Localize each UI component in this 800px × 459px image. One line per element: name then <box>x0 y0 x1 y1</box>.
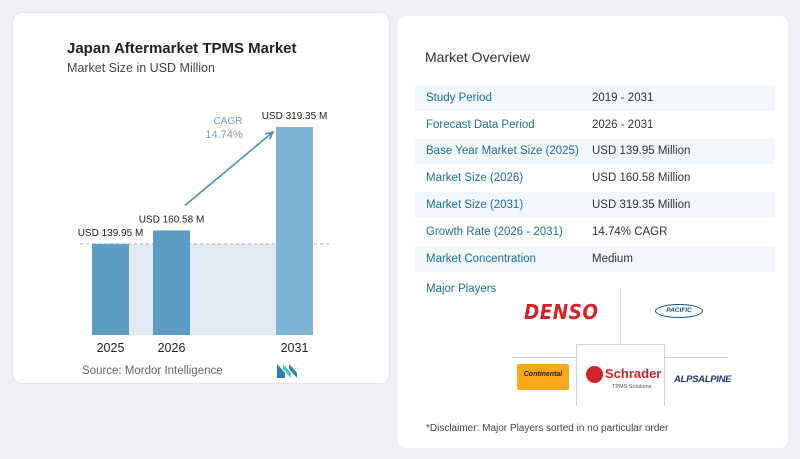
chart-subtitle: Market Size in USD Million <box>67 61 215 75</box>
players-divider <box>664 357 728 358</box>
bar-chart: USD 139.95 M 2025 USD 160.58 M 2026 USD 319.… <box>78 111 330 355</box>
row-key: Market Size (2031) <box>426 199 524 212</box>
x-tick-label-2031: 2031 <box>281 341 309 355</box>
overview-table: Study Period 2019 - 2031 Forecast Data Pe… <box>415 84 775 272</box>
players-divider <box>664 344 665 406</box>
chart-title: Japan Aftermarket TPMS Market <box>67 40 297 57</box>
row-key: Market Size (2026) <box>426 172 524 185</box>
data-label-2025: USD 139.95 M <box>78 228 144 239</box>
pacific-logo: PACIFIC <box>655 304 703 318</box>
disclaimer: *Disclaimer: Major Players sorted in no … <box>426 423 669 434</box>
schrader-tagline: TPMS Solutions <box>612 384 652 390</box>
players-title: Major Players <box>426 283 497 295</box>
denso-logo: DENSO <box>524 300 599 324</box>
row-key: Study Period <box>426 91 492 104</box>
row-value: 14.74% CAGR <box>592 225 668 238</box>
cagr-arrowhead-icon <box>265 130 275 140</box>
table-row: Market Size (2026) USD 160.58 Million <box>415 164 775 192</box>
players-divider <box>512 357 576 358</box>
alps-alpine-logo: ALPSALPINE <box>674 374 732 385</box>
cagr-value: 14.74% <box>205 129 243 141</box>
bar-2031 <box>276 127 313 335</box>
table-row: Market Concentration Medium <box>415 244 775 272</box>
row-key: Growth Rate (2026 - 2031) <box>426 225 563 238</box>
schrader-logo: Schrader TPMS Solutions <box>586 363 662 395</box>
data-label-2026: USD 160.58 M <box>139 214 205 225</box>
row-value: 2026 - 2031 <box>592 118 654 131</box>
row-value: USD 139.95 Million <box>592 145 691 158</box>
table-row: Market Size (2031) USD 319.35 Million <box>415 191 775 218</box>
overview-title: Market Overview <box>425 49 531 65</box>
players-divider <box>576 344 577 406</box>
continental-logo: Continental <box>517 364 569 390</box>
x-tick-label-2026: 2026 <box>158 341 186 355</box>
schrader-name: Schrader <box>605 366 662 381</box>
row-value: Medium <box>592 252 633 265</box>
table-row: Forecast Data Period 2026 - 2031 <box>415 110 775 138</box>
table-row: Study Period 2019 - 2031 <box>415 84 775 111</box>
cagr-label: CAGR <box>214 116 243 127</box>
row-key: Forecast Data Period <box>426 118 535 131</box>
players-divider <box>620 288 621 344</box>
mordor-logo-icon <box>277 364 297 378</box>
row-key: Market Concentration <box>426 252 536 265</box>
row-value: USD 160.58 Million <box>592 172 691 185</box>
data-label-2031: USD 319.35 M <box>262 111 328 122</box>
bar-2025 <box>92 243 129 335</box>
source-text: Source: Mordor Intelligence <box>82 365 223 377</box>
cagr-arrow-line <box>184 131 274 207</box>
schrader-circle-icon <box>586 366 603 383</box>
bar-2026 <box>153 230 190 335</box>
x-tick-label-2025: 2025 <box>97 341 125 355</box>
row-value: 2019 - 2031 <box>592 91 654 104</box>
row-key: Base Year Market Size (2025) <box>426 145 579 158</box>
table-row: Base Year Market Size (2025) USD 139.95 M… <box>415 137 775 165</box>
players-divider <box>576 344 664 345</box>
row-value: USD 319.35 Million <box>592 199 691 212</box>
table-row: Growth Rate (2026 - 2031) 14.74% CAGR <box>415 217 775 245</box>
